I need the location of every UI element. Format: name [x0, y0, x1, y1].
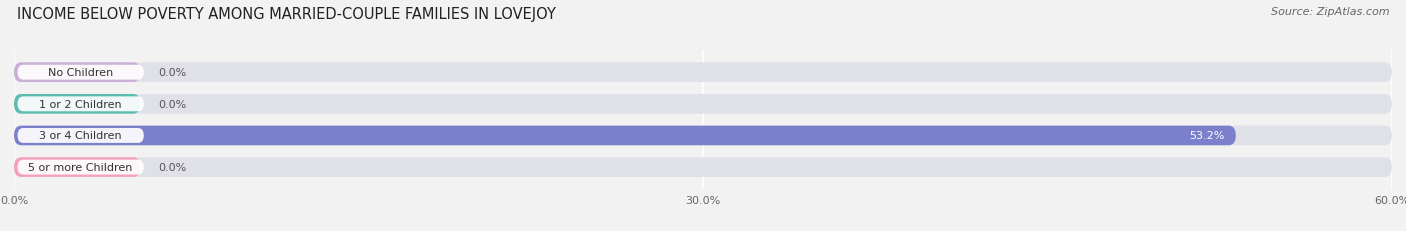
FancyBboxPatch shape [14, 95, 141, 114]
FancyBboxPatch shape [17, 65, 143, 80]
Text: INCOME BELOW POVERTY AMONG MARRIED-COUPLE FAMILIES IN LOVEJOY: INCOME BELOW POVERTY AMONG MARRIED-COUPL… [17, 7, 555, 22]
Text: 1 or 2 Children: 1 or 2 Children [39, 99, 122, 109]
FancyBboxPatch shape [17, 97, 143, 112]
FancyBboxPatch shape [17, 160, 143, 175]
Text: 53.2%: 53.2% [1189, 131, 1225, 141]
Text: 0.0%: 0.0% [159, 162, 187, 172]
FancyBboxPatch shape [14, 126, 1236, 146]
Text: 3 or 4 Children: 3 or 4 Children [39, 131, 122, 141]
Text: 5 or more Children: 5 or more Children [28, 162, 132, 172]
FancyBboxPatch shape [14, 95, 1392, 114]
FancyBboxPatch shape [14, 126, 1392, 146]
Text: No Children: No Children [48, 68, 114, 78]
FancyBboxPatch shape [14, 158, 1392, 177]
Text: 0.0%: 0.0% [159, 68, 187, 78]
FancyBboxPatch shape [14, 63, 141, 83]
FancyBboxPatch shape [17, 128, 143, 143]
FancyBboxPatch shape [14, 158, 141, 177]
Text: 0.0%: 0.0% [159, 99, 187, 109]
Text: Source: ZipAtlas.com: Source: ZipAtlas.com [1271, 7, 1389, 17]
FancyBboxPatch shape [14, 63, 1392, 83]
